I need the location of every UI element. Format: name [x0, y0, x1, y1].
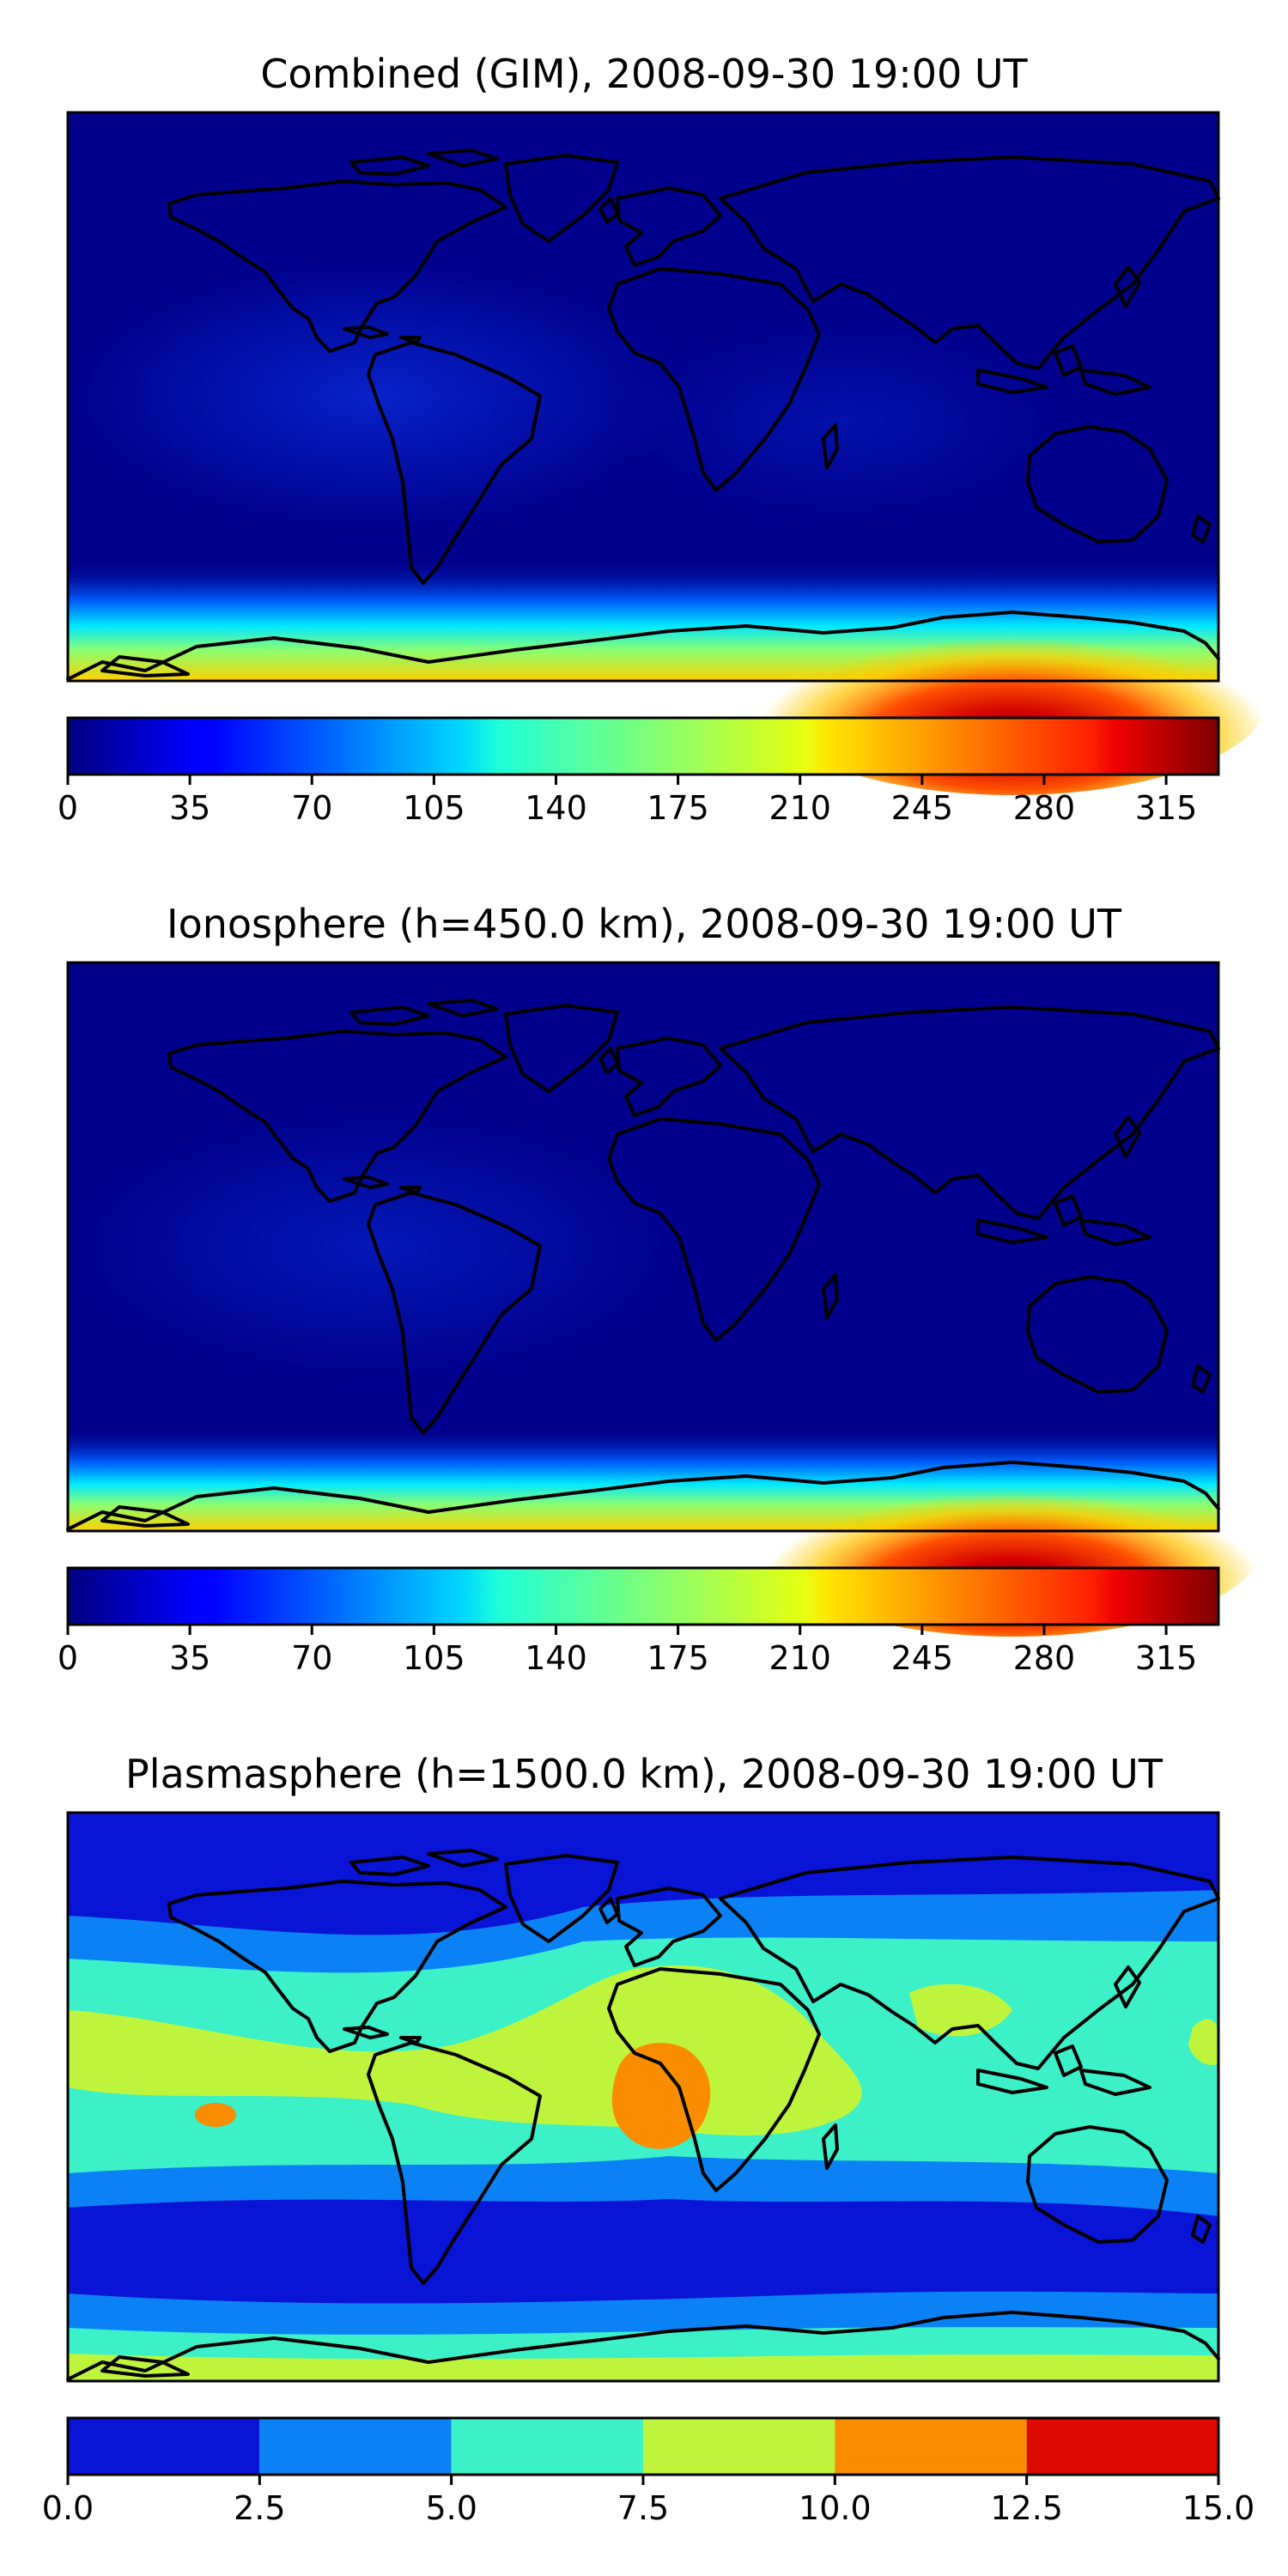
colorbar-tick-label: 175 — [647, 1639, 709, 1677]
colorbar-tick-label: 280 — [1013, 789, 1076, 827]
colorbar-segments — [68, 2418, 1218, 2475]
colorbar-tick-label: 245 — [891, 1639, 954, 1677]
colorbar-tick-label: 0 — [58, 1639, 78, 1677]
colorbar-segment — [259, 2418, 452, 2475]
colorbar-tick-label: 70 — [291, 789, 332, 827]
colorbar-tick-label: 12.5 — [990, 2489, 1063, 2527]
colorbar-ticks: 0.0 2.5 5.0 7.5 10.0 12.5 15.0 — [42, 2475, 1255, 2527]
colorbar-ticks: 0 35 70 105 140 175 210 245 280 315 — [58, 1625, 1197, 1677]
colorbar-plasmasphere: 0.0 2.5 5.0 7.5 10.0 12.5 15.0 — [42, 2416, 1255, 2527]
colorbar-tick-label: 210 — [769, 1639, 831, 1677]
colorbar-tick-label: 105 — [403, 1639, 465, 1677]
panel-title: Combined (GIM), 2008-09-30 19:00 UT — [260, 51, 1028, 97]
colorbar-tick-label: 15.0 — [1182, 2489, 1255, 2527]
colorbar-tick-label: 35 — [169, 789, 210, 827]
colorbar-ionosphere: 0 35 70 105 140 175 210 245 280 315 — [58, 1566, 1220, 1677]
colorbar-segment — [68, 2418, 260, 2475]
colorbar-tick-label: 140 — [525, 789, 587, 827]
colorbar-tick-label: 7.5 — [617, 2489, 669, 2527]
colorbar-tick-label: 105 — [403, 789, 465, 827]
panel-ionosphere: Ionosphere (h=450.0 km), 2008-09-30 19:0… — [58, 901, 1261, 1677]
colorbar-segment — [835, 2418, 1027, 2475]
colorbar-tick-label: 245 — [891, 789, 954, 827]
colorbar-segment — [451, 2418, 643, 2475]
colorbar-tick-label: 2.5 — [234, 2489, 285, 2527]
colorbar-tick-label: 210 — [769, 789, 831, 827]
colorbar-tick-label: 315 — [1135, 789, 1198, 827]
map-ionosphere — [66, 961, 1261, 1637]
panel-plasmasphere: Plasmasphere (h=1500.0 km), 2008-09-30 1… — [42, 1751, 1255, 2527]
colorbar-tick-label: 70 — [291, 1639, 332, 1677]
colorbar-tick-label: 10.0 — [799, 2489, 872, 2527]
panel-title: Ionosphere (h=450.0 km), 2008-09-30 19:0… — [167, 901, 1122, 947]
colorbar-tick-label: 5.0 — [425, 2489, 477, 2527]
colorbar-segment — [643, 2418, 835, 2475]
colorbar-tick-label: 175 — [647, 789, 709, 827]
colorbar-ticks: 0 35 70 105 140 175 210 245 280 315 — [58, 775, 1197, 827]
colorbar-segment — [1026, 2418, 1218, 2475]
panel-title: Plasmasphere (h=1500.0 km), 2008-09-30 1… — [125, 1751, 1163, 1797]
colorbar-tick-label: 35 — [169, 1639, 210, 1677]
map-plasmasphere — [66, 1811, 1220, 2383]
colorbar-tick-label: 280 — [1013, 1639, 1076, 1677]
colorbar-tick-label: 315 — [1135, 1639, 1198, 1677]
colorbar-combined: 0 35 70 105 140 175 210 245 280 315 — [58, 716, 1220, 827]
colorbar-tick-label: 140 — [525, 1639, 587, 1677]
colorbar-tick-label: 0.0 — [42, 2489, 94, 2527]
panel-combined: Combined (GIM), 2008-09-30 19:00 UT 0 35 7… — [58, 51, 1270, 827]
colorbar-tick-label: 0 — [58, 789, 78, 827]
map-combined — [66, 111, 1270, 795]
